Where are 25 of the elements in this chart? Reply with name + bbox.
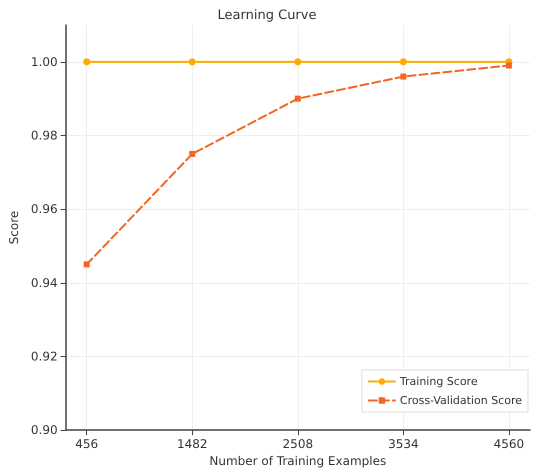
y-tick-label: 1.00 (30, 54, 58, 69)
y-axis-title: Score (7, 210, 21, 244)
y-tick-label: 0.98 (30, 128, 58, 142)
x-tick-label: 3534 (388, 437, 419, 452)
y-tick-label: 0.90 (30, 423, 58, 438)
y-tick-label: 0.94 (30, 276, 58, 290)
point (84, 261, 90, 268)
y-tick-label: 0.96 (30, 202, 58, 216)
point (189, 150, 196, 157)
point (400, 58, 407, 66)
point (294, 96, 301, 102)
point (188, 58, 196, 66)
point (294, 58, 302, 66)
x-tick-label: 456 (75, 437, 98, 452)
point (83, 58, 90, 66)
x-tick-label: 4560 (494, 437, 524, 452)
x-axis-title: Number of Training Examples (209, 454, 386, 468)
x-tick-label: 1482 (176, 437, 208, 452)
x-tick-label: 2508 (282, 437, 314, 452)
chart-title: Learning Curve (218, 8, 316, 23)
legend-label: Cross-Validation Score (400, 394, 522, 407)
y-tick-label: 0.92 (30, 349, 58, 364)
point (400, 74, 406, 80)
point (506, 62, 512, 69)
legend-label: Training Score (398, 375, 478, 388)
